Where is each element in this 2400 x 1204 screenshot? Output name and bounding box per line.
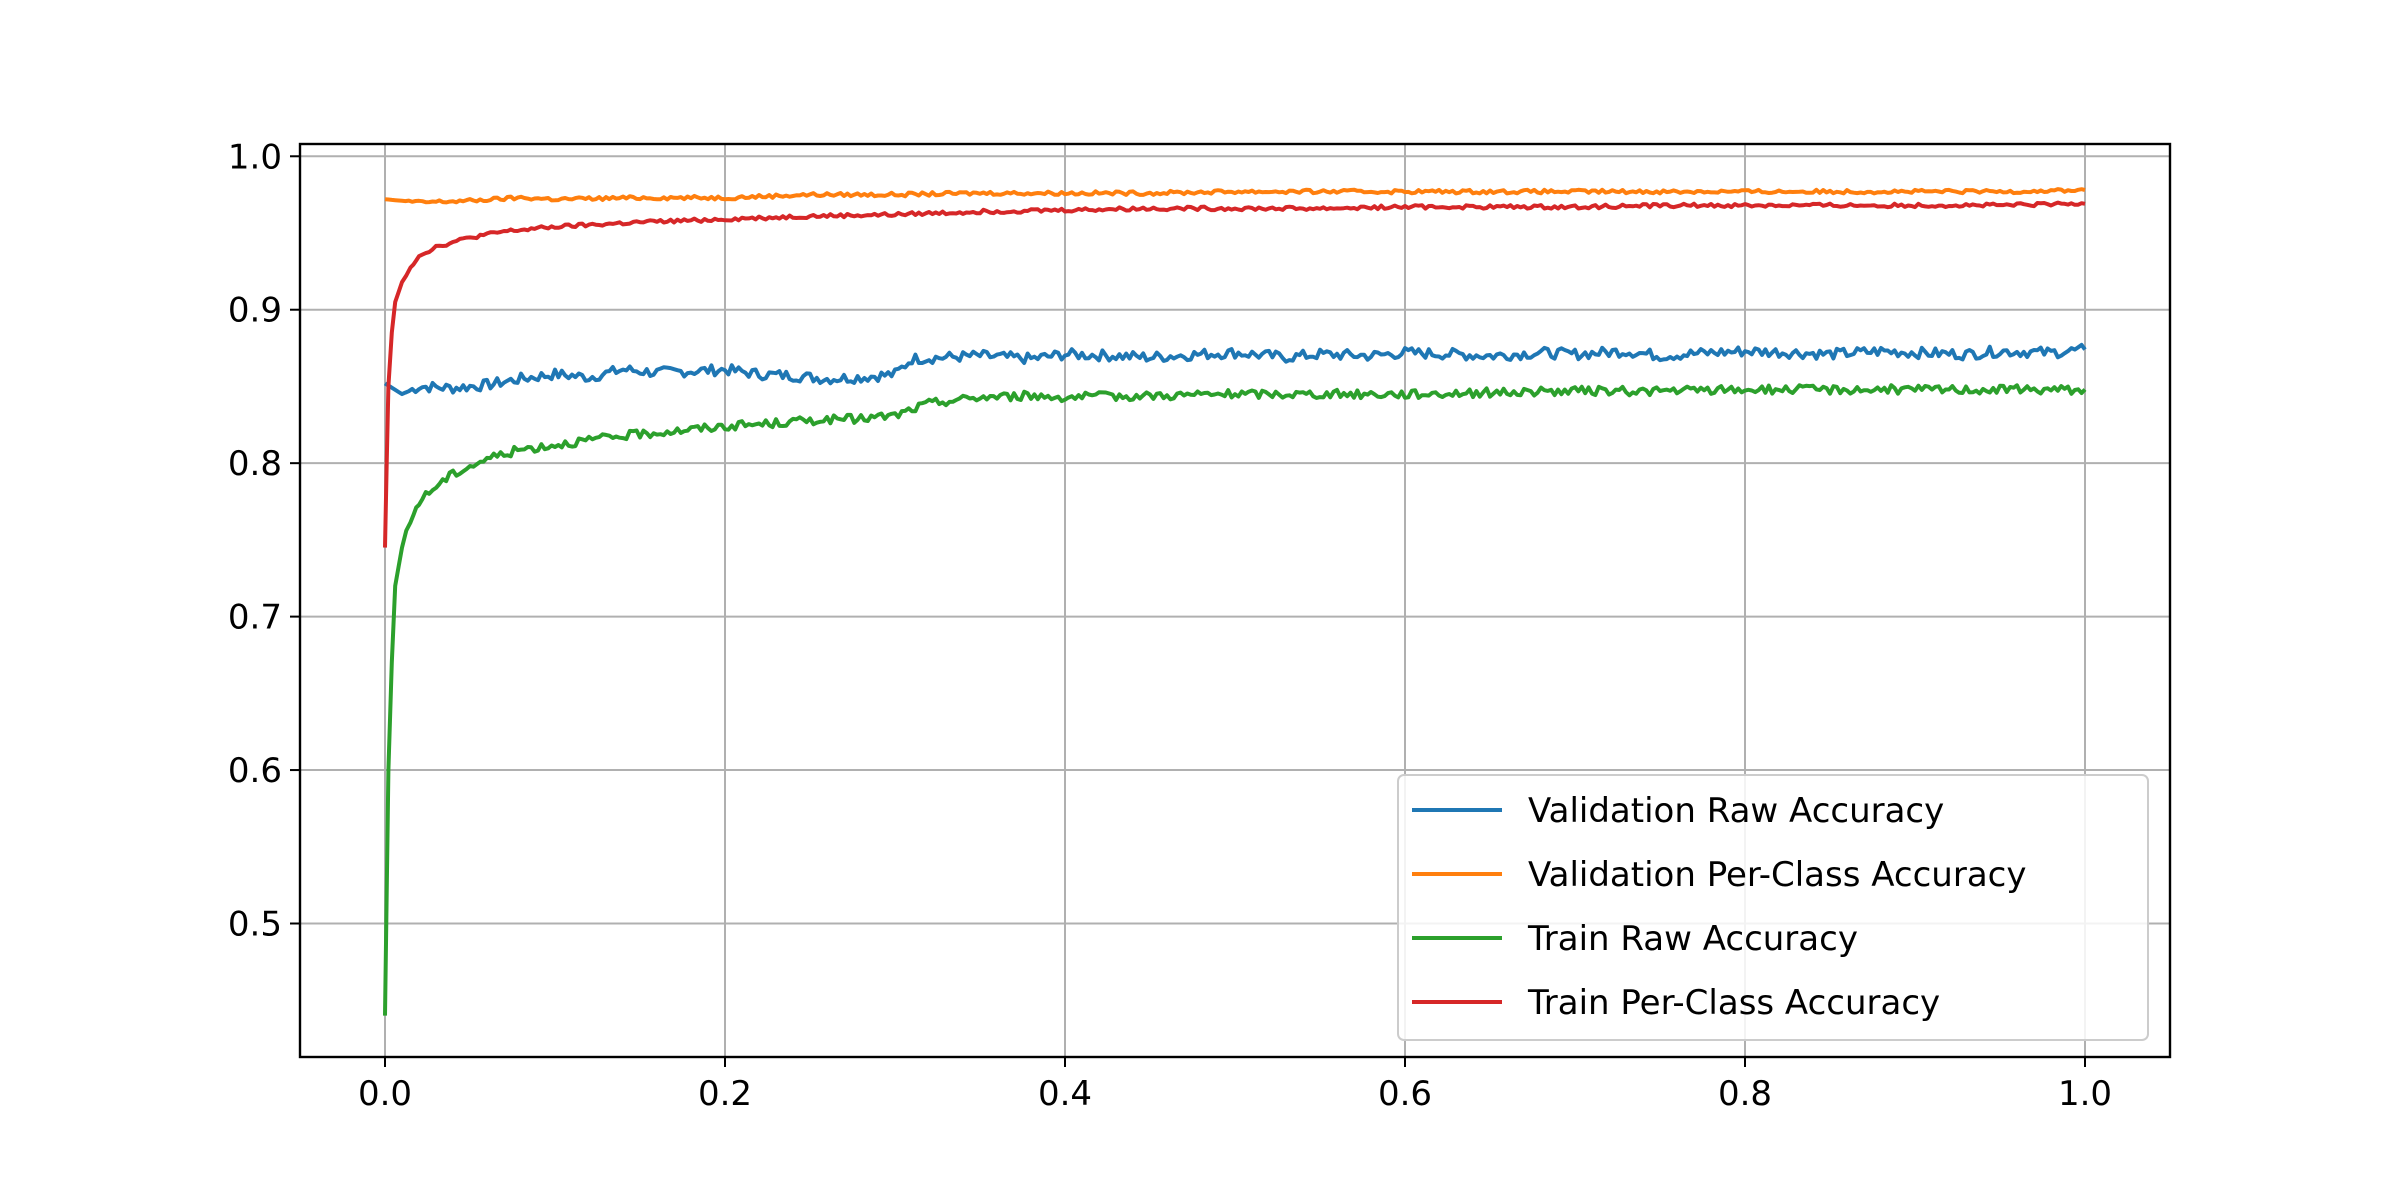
x-tick-label: 0.8	[1718, 1074, 1772, 1114]
y-tick-label: 0.6	[228, 751, 282, 791]
axis-ticks: 0.0 0.2 0.4 0.6 0.8 1.0 0.5 0.6 0.7 0.8 0.9 1.0	[228, 137, 2112, 1114]
y-tick-label: 0.5	[228, 905, 282, 945]
legend-label: Validation Per-Class Accuracy	[1528, 855, 2026, 895]
x-tick-label: 0.2	[698, 1074, 752, 1114]
x-tick-label: 0.0	[358, 1074, 412, 1114]
legend-label: Validation Raw Accuracy	[1528, 791, 1944, 831]
legend: Validation Raw Accuracy Validation Per-Cl…	[1397, 774, 2149, 1041]
legend-label: Train Raw Accuracy	[1527, 919, 1858, 959]
x-tick-label: 0.6	[1378, 1074, 1432, 1114]
y-tick-label: 0.8	[228, 444, 282, 484]
legend-box	[1397, 774, 2149, 1041]
y-tick-label: 0.7	[228, 598, 282, 638]
x-tick-label: 1.0	[2058, 1074, 2112, 1114]
series-lines	[383, 187, 2087, 1016]
series-line-3	[383, 383, 2087, 1016]
x-tick-label: 0.4	[1038, 1074, 1092, 1114]
legend-label: Train Per-Class Accuracy	[1527, 983, 1940, 1023]
y-tick-label: 0.9	[228, 291, 282, 331]
series-line-1	[383, 342, 2087, 397]
plot-frame	[298, 142, 2172, 1059]
y-tick-label: 1.0	[228, 137, 282, 177]
series-line-4	[383, 200, 2086, 548]
series-line-2	[384, 187, 2086, 205]
